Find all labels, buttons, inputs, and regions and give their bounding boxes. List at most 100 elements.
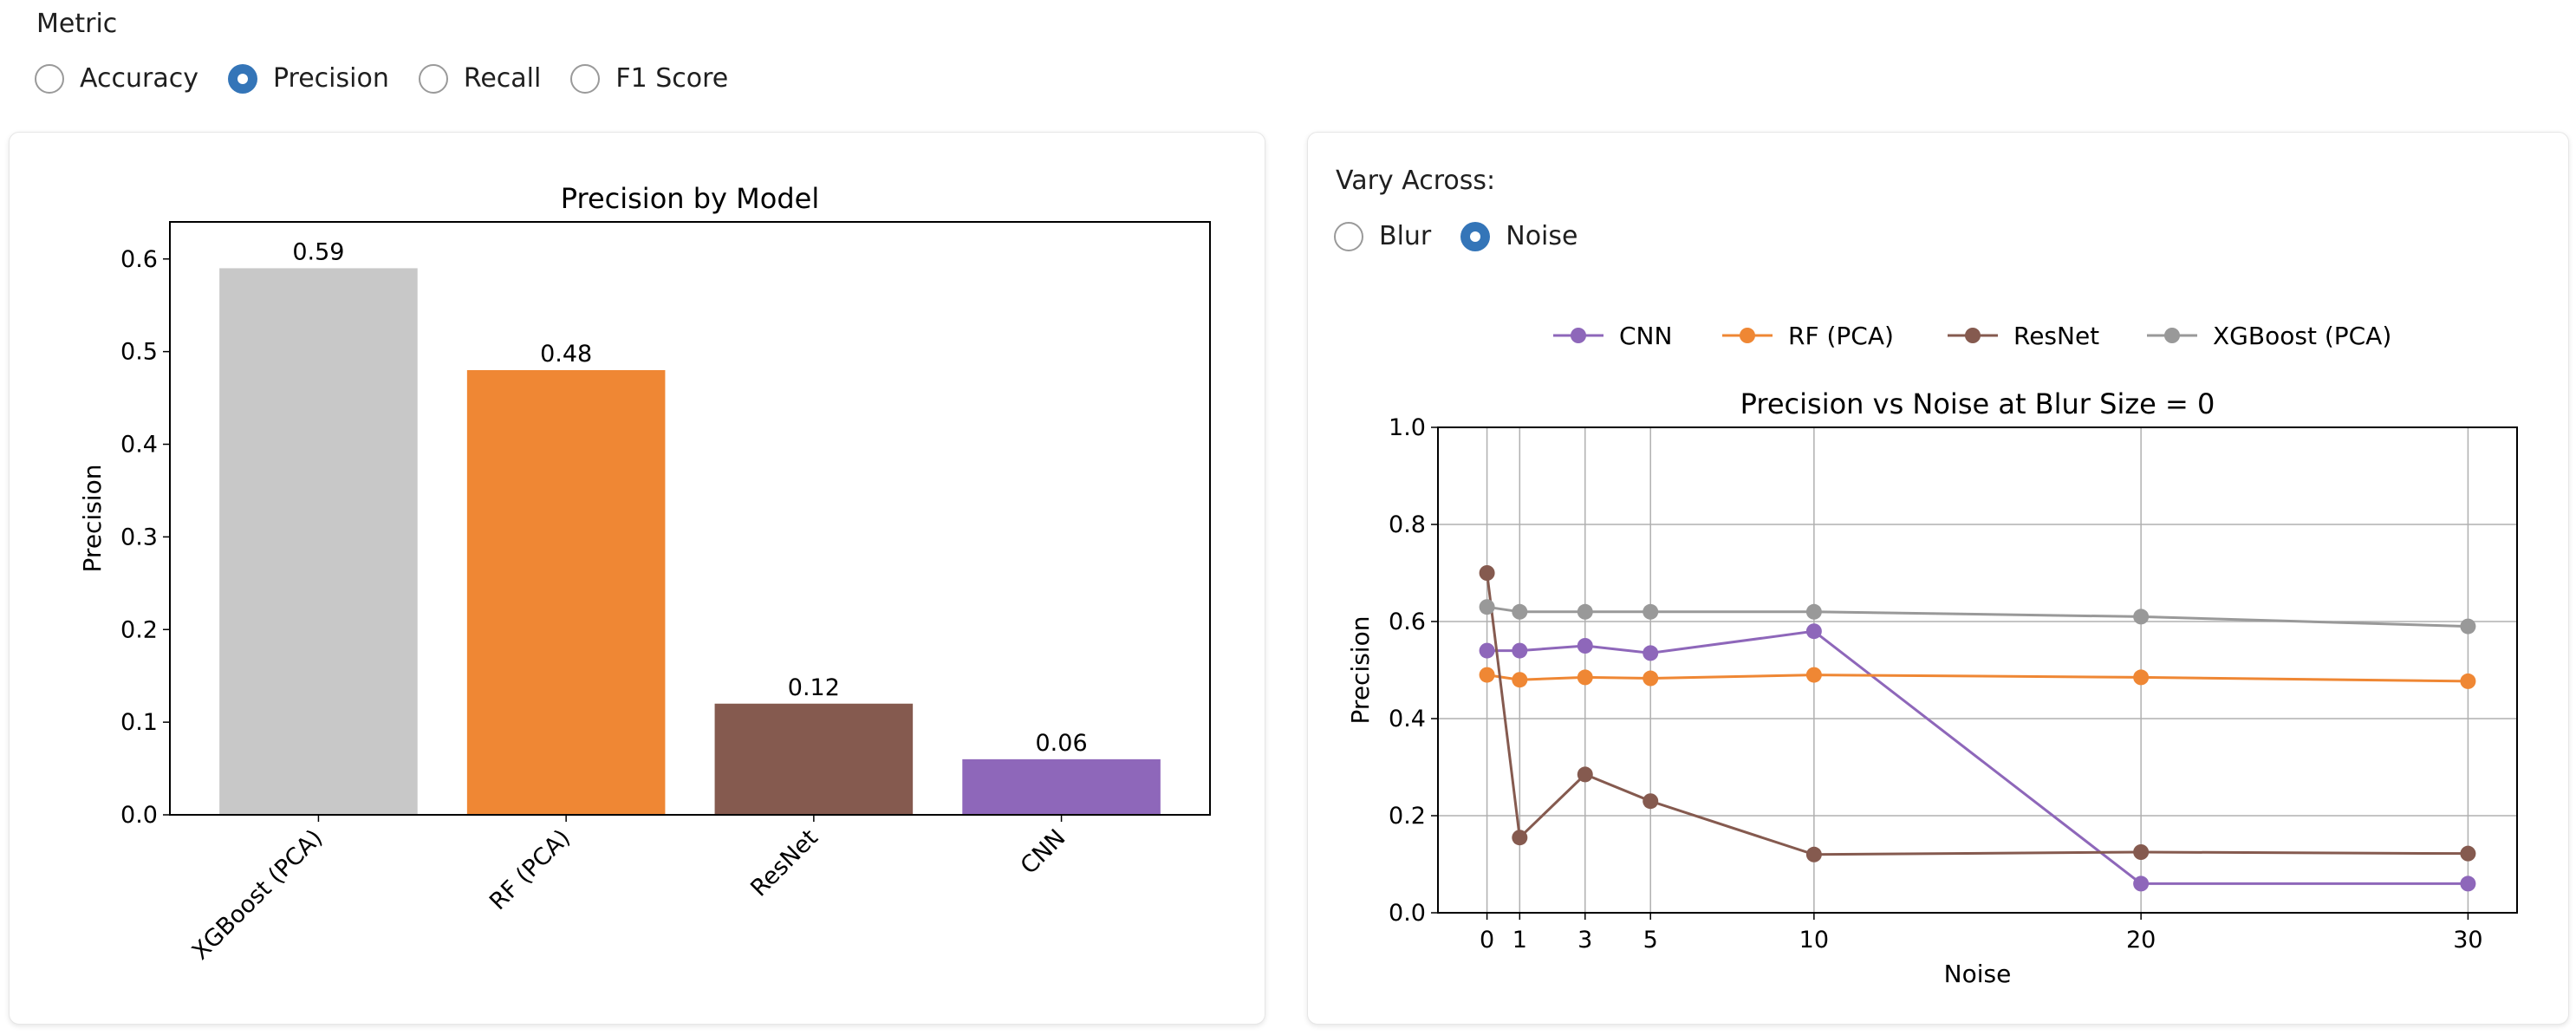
radio-label: Noise [1506, 221, 1578, 251]
data-point-cnn [1512, 642, 1528, 659]
bar-value-label: 0.59 [292, 238, 344, 265]
x-tick-label: RF (PCA) [485, 824, 576, 915]
legend-swatch-marker [1740, 328, 1755, 343]
data-point-resnet [1512, 830, 1528, 846]
data-point-xgboost-pca [1512, 603, 1528, 620]
radio-button[interactable] [227, 63, 257, 94]
data-point-xgboost-pca [2460, 618, 2476, 635]
bar-value-label: 0.12 [788, 674, 840, 701]
legend-item-cnn: CNN [1553, 322, 1672, 350]
data-point-xgboost-pca [1643, 603, 1659, 620]
y-tick-label: 0.0 [120, 802, 158, 829]
series-line-rf-pca [1486, 674, 2469, 683]
data-point-rf-pca [2133, 669, 2150, 686]
data-point-cnn [2133, 876, 2150, 892]
x-tick-label: 5 [1643, 927, 1658, 954]
metric-label: Metric [36, 9, 118, 39]
metric-option-f1-score[interactable]: F1 Score [570, 63, 728, 94]
data-point-rf-pca [1805, 667, 1822, 683]
plot-frame [169, 221, 1211, 816]
y-tick-label: 0.8 [1389, 511, 1426, 538]
y-tick-label: 0.4 [1389, 706, 1426, 732]
y-axis-label: Precision [1346, 616, 1375, 725]
legend-item-resnet: ResNet [1948, 322, 2099, 350]
legend-label: ResNet [2013, 322, 2099, 350]
bar-cnn [962, 758, 1161, 815]
x-tick-label: 30 [2453, 927, 2482, 954]
data-point-resnet [1577, 766, 1593, 783]
y-tick-label: 0.0 [1389, 900, 1426, 927]
data-point-cnn [1479, 642, 1495, 659]
x-tick-label: 0 [1480, 927, 1494, 954]
vary-radio-group: Blur Noise [1334, 221, 1607, 251]
chart-title: Precision by Model [561, 182, 819, 215]
data-point-rf-pca [1512, 672, 1528, 688]
y-tick-label: 0.4 [120, 432, 158, 459]
data-point-xgboost-pca [1577, 603, 1593, 620]
vary-option-noise[interactable]: Noise [1460, 221, 1577, 251]
data-point-xgboost-pca [1479, 599, 1495, 615]
legend-label: RF (PCA) [1788, 322, 1894, 350]
data-point-xgboost-pca [2133, 609, 2150, 625]
x-tick-label: ResNet [745, 824, 823, 902]
vary-option-blur[interactable]: Blur [1334, 221, 1431, 251]
line-chart: 0 1 3 5 10 20 30 0.0 0.2 0.4 0.6 0.8 1.0 Precision vs… [1346, 322, 2518, 988]
data-point-resnet [2460, 845, 2476, 862]
radio-button[interactable] [35, 63, 64, 94]
data-point-resnet [1479, 565, 1495, 581]
radio-label: F1 Score [615, 63, 729, 94]
radio-button[interactable] [570, 63, 601, 94]
x-tick-label: 1 [1512, 927, 1527, 954]
series-line-xgboost-pca [1486, 605, 2469, 628]
radio-button[interactable] [418, 63, 448, 94]
bar-chart: Precision by Model Precision 0.59 XGBoost (… [78, 182, 1211, 966]
bar-resnet [714, 703, 914, 815]
x-tick-label: XGBoost (PCA) [187, 824, 329, 966]
legend-item-rf-pca: RF (PCA) [1722, 322, 1894, 350]
x-tick-label: CNN [1016, 824, 1071, 880]
x-tick-label: 20 [2126, 927, 2156, 954]
legend-label: XGBoost (PCA) [2213, 322, 2391, 350]
bar-chart-card: Precision by Model Precision 0.59 XGBoost (… [9, 132, 1265, 1025]
plot-frame [1437, 426, 2518, 914]
data-point-xgboost-pca [1805, 603, 1822, 620]
data-point-resnet [2133, 844, 2150, 860]
metric-option-precision[interactable]: Precision [227, 63, 389, 94]
line-chart-card: Vary Across: Blur Noise 0 1 3 5 10 20 30 0.0 0.2 0… [1307, 132, 2569, 1025]
radio-label: Accuracy [80, 63, 198, 94]
radio-label: Recall [463, 63, 542, 94]
series-line-resnet [1486, 572, 2469, 856]
metric-option-accuracy[interactable]: Accuracy [35, 63, 198, 94]
legend-item-xgboost-pca: XGBoost (PCA) [2147, 322, 2391, 350]
y-tick-label: 0.6 [1389, 609, 1426, 635]
series-line-cnn [1486, 629, 2469, 885]
legend-label: CNN [1619, 322, 1672, 350]
data-point-rf-pca [2460, 673, 2476, 689]
radio-label: Precision [272, 63, 389, 94]
y-axis-label: Precision [78, 465, 107, 573]
bar-value-label: 0.48 [540, 341, 592, 368]
y-tick-label: 0.6 [120, 246, 158, 273]
data-point-resnet [1643, 793, 1659, 810]
y-tick-label: 0.2 [120, 616, 158, 643]
metric-radio-group: Accuracy Precision Recall F1 Score [35, 63, 758, 94]
radio-button[interactable] [1460, 221, 1491, 251]
data-point-rf-pca [1643, 670, 1659, 687]
data-point-cnn [2460, 876, 2476, 892]
legend-swatch-marker [1571, 328, 1586, 343]
metric-option-recall[interactable]: Recall [418, 63, 542, 94]
y-tick-label: 0.5 [120, 339, 158, 366]
x-tick-label: 3 [1577, 927, 1592, 954]
x-tick-label: 10 [1799, 927, 1829, 954]
bar-value-label: 0.06 [1036, 730, 1088, 757]
bar-xgboost-pca [219, 268, 418, 815]
y-tick-label: 1.0 [1389, 414, 1426, 441]
legend-swatch-marker [2164, 328, 2180, 343]
x-axis-label: Noise [1944, 960, 2012, 988]
chart-title: Precision vs Noise at Blur Size = 0 [1740, 387, 2215, 420]
legend-swatch-marker [1965, 328, 1981, 343]
bar-rf-pca [466, 370, 666, 815]
radio-button[interactable] [1334, 221, 1363, 251]
data-point-resnet [1805, 846, 1822, 862]
y-tick-label: 0.1 [120, 709, 158, 736]
